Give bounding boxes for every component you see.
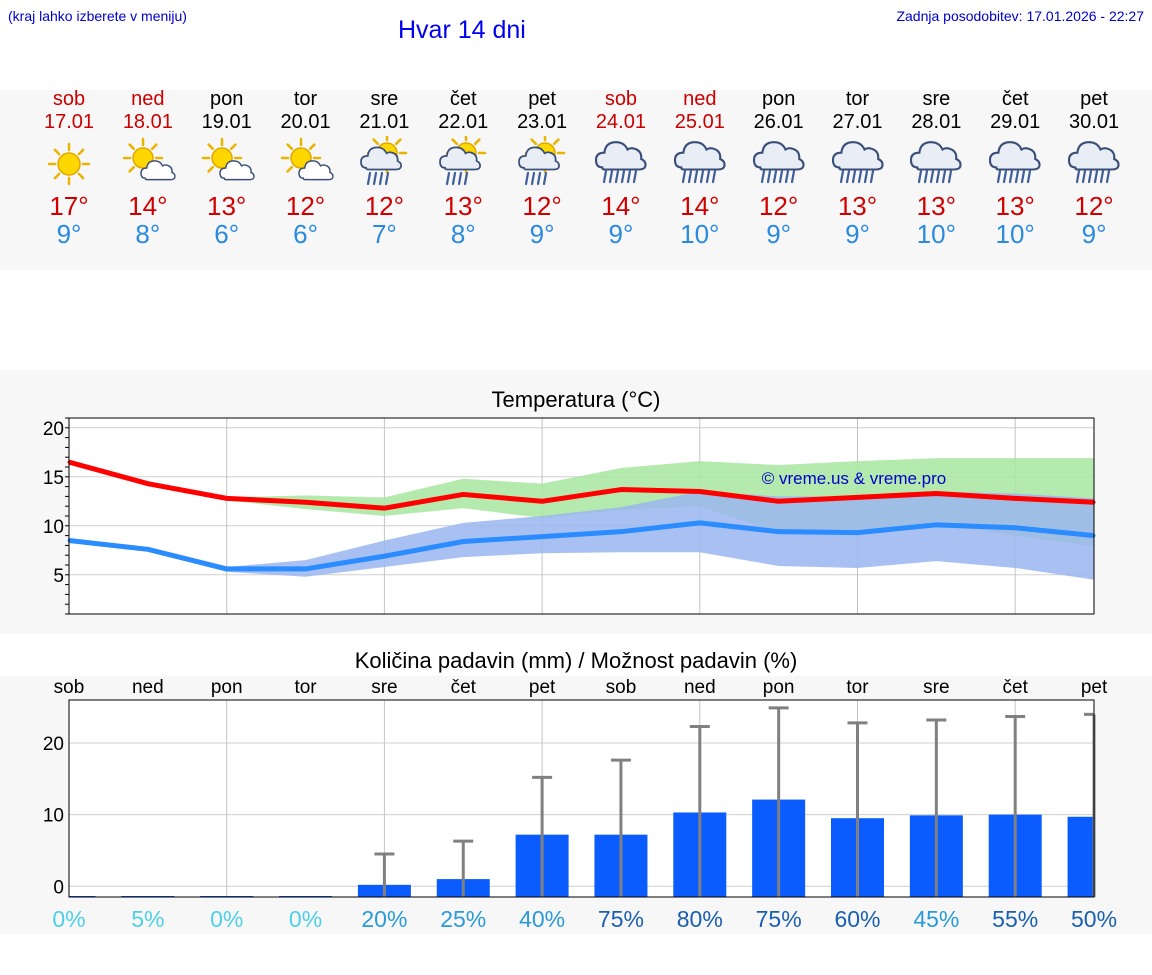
forecast-day-7: pet 23.01 12° 9° xyxy=(497,88,587,248)
min-temp: 9° xyxy=(766,219,792,249)
sun-cloud-icon xyxy=(280,137,334,181)
date: 26.01 xyxy=(753,111,804,133)
forecast-day-13: čet 29.01 13° 10° xyxy=(970,88,1060,248)
forecast-day-4: tor 20.01 12° 6° xyxy=(261,88,351,248)
rain-icon xyxy=(752,141,805,184)
day-name: tor xyxy=(845,88,870,110)
date: 22.01 xyxy=(438,111,489,133)
date: 28.01 xyxy=(911,111,962,133)
date: 24.01 xyxy=(595,111,646,133)
min-temp: 6° xyxy=(293,219,318,249)
max-temp: 12° xyxy=(364,191,405,221)
date: 20.01 xyxy=(280,111,331,133)
day-name: čet xyxy=(449,88,477,110)
day-name: pon xyxy=(210,88,244,110)
rain-icon xyxy=(831,141,884,184)
min-temp: 9° xyxy=(845,219,870,249)
min-temp: 10° xyxy=(995,219,1035,249)
min-temp: 9° xyxy=(56,219,82,249)
rain-icon xyxy=(673,141,726,184)
rain-icon xyxy=(910,141,962,184)
sun-rain-icon xyxy=(439,136,487,186)
min-temp: 9° xyxy=(529,219,555,249)
location-hint: (kraj lahko izberete v meniju) xyxy=(8,8,187,24)
date: 27.01 xyxy=(832,111,883,133)
max-temp: 13° xyxy=(207,191,247,221)
date: 19.01 xyxy=(201,111,252,133)
min-temp: 8° xyxy=(135,219,161,249)
day-name: pet xyxy=(528,88,556,110)
forecast-day-9: ned 25.01 14° 10° xyxy=(655,88,745,248)
max-temp: 12° xyxy=(1074,191,1114,221)
max-temp: 13° xyxy=(916,191,956,221)
rain-icon xyxy=(989,141,1041,184)
sun-rain-icon xyxy=(360,136,408,186)
max-temp: 12° xyxy=(758,191,799,221)
page-title: Hvar 14 dni xyxy=(398,16,526,44)
forecast-day-5: sre 21.01 12° 7° xyxy=(339,88,429,248)
min-temp: 7° xyxy=(371,219,397,249)
forecast-day-2: ned 18.01 14° 8° xyxy=(103,88,193,248)
day-name: sre xyxy=(370,88,399,110)
forecast-day-3: pon 19.01 13° 6° xyxy=(182,88,272,248)
day-name: sre xyxy=(922,88,951,110)
max-temp: 17° xyxy=(49,191,89,221)
max-temp: 13° xyxy=(995,191,1035,221)
forecast-strip xyxy=(0,90,1152,270)
min-temp: 10° xyxy=(916,219,956,249)
day-name: tor xyxy=(293,88,318,110)
forecast-day-11: tor 27.01 13° 9° xyxy=(813,88,903,248)
day-name: sob xyxy=(52,88,86,110)
max-temp: 14° xyxy=(680,191,720,221)
max-temp: 14° xyxy=(601,191,641,221)
day-name: ned xyxy=(683,88,717,110)
sunny-icon xyxy=(47,142,91,186)
min-temp: 10° xyxy=(680,219,720,249)
min-temp: 6° xyxy=(214,219,240,249)
max-temp: 12° xyxy=(285,191,326,221)
forecast-day-14: pet 30.01 12° 9° xyxy=(1049,88,1139,248)
date: 23.01 xyxy=(517,111,568,133)
forecast-day-12: sre 28.01 13° 10° xyxy=(891,88,981,248)
max-temp: 14° xyxy=(128,191,168,221)
rain-icon xyxy=(1067,141,1120,184)
forecast-day-10: pon 26.01 12° 9° xyxy=(734,88,824,248)
day-name: pon xyxy=(761,88,796,110)
max-temp: 13° xyxy=(837,191,878,221)
date: 25.01 xyxy=(674,111,725,133)
day-name: ned xyxy=(131,88,165,110)
date: 18.01 xyxy=(122,111,173,133)
day-name: čet xyxy=(1001,88,1029,110)
min-temp: 9° xyxy=(1081,219,1107,249)
forecast-day-8: sob 24.01 14° 9° xyxy=(576,88,666,248)
sun-cloud-icon xyxy=(201,137,255,181)
precipitation-chart-title: Količina padavin (mm) / Možnost padavin … xyxy=(354,648,798,673)
date: 21.01 xyxy=(359,111,410,133)
temperature-chart-title: Temperatura (°C) xyxy=(491,387,661,412)
date: 30.01 xyxy=(1069,111,1120,133)
max-temp: 13° xyxy=(443,191,483,221)
date: 17.01 xyxy=(43,111,95,133)
min-temp: 8° xyxy=(450,219,476,249)
precipitation-panel xyxy=(0,676,1152,934)
min-temp: 9° xyxy=(608,219,634,249)
forecast-day-6: čet 22.01 13° 8° xyxy=(418,88,508,248)
day-name: sob xyxy=(604,88,638,110)
rain-icon xyxy=(594,141,647,184)
last-update: Zadnja posodobitev: 17.01.2026 - 22:27 xyxy=(896,8,1144,24)
day-name: pet xyxy=(1080,88,1108,110)
max-temp: 12° xyxy=(522,191,562,221)
forecast-day-1: sob 17.01 17° 9° xyxy=(24,88,114,248)
sun-cloud-icon xyxy=(122,137,176,181)
sun-rain-icon xyxy=(518,136,566,186)
date: 29.01 xyxy=(990,111,1041,133)
